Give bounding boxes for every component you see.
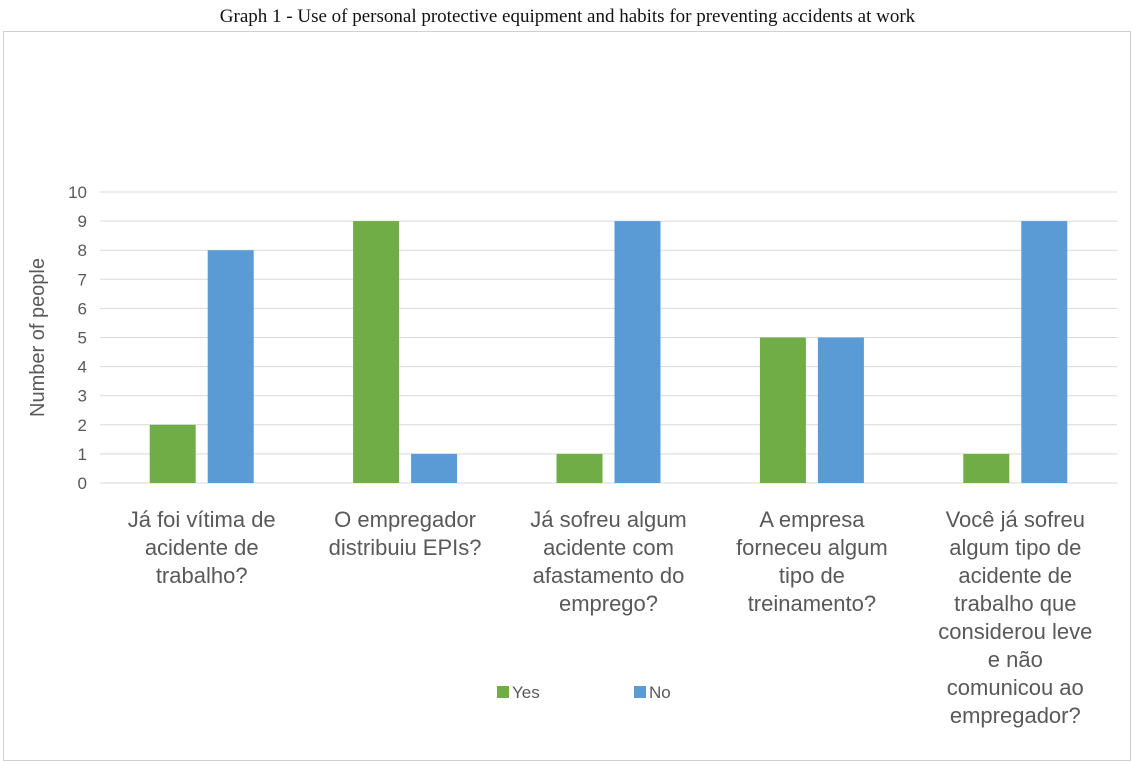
x-tick-label: A empresa forneceu algum tipo de treinament… (736, 507, 888, 616)
legend-swatch-yes (497, 686, 509, 698)
y-tick-label: 5 (78, 329, 87, 348)
bar-no-4 (1021, 221, 1068, 483)
legend-label-yes: Yes (512, 683, 540, 702)
bar-yes-1 (353, 221, 400, 483)
bar-yes-3 (759, 337, 806, 483)
y-tick-label: 6 (78, 299, 87, 318)
y-tick-label: 9 (78, 212, 87, 231)
x-tick-label: O empregador distribuiu EPIs? (329, 507, 482, 560)
bar-no-2 (614, 221, 661, 483)
x-tick-label: Já sofreu algum acidente com afastamento d… (530, 507, 687, 616)
y-tick-label: 2 (78, 416, 87, 435)
bar-no-0 (207, 250, 254, 483)
y-tick-label: 3 (78, 387, 87, 406)
y-tick-label: 1 (78, 445, 87, 464)
bar-yes-4 (963, 453, 1010, 483)
x-tick-label: Já foi vítima de acidente de trabalho? (128, 507, 276, 588)
bar-no-3 (817, 337, 864, 483)
bar-yes-0 (149, 424, 196, 483)
legend-swatch-no (634, 686, 646, 698)
y-tick-label: 0 (78, 474, 87, 493)
y-tick-label: 7 (78, 270, 87, 289)
y-tick-label: 10 (68, 183, 87, 202)
y-axis-label: Number of people (27, 258, 49, 417)
y-tick-label: 8 (78, 241, 87, 260)
bar-yes-2 (556, 453, 603, 483)
bar-no-1 (411, 453, 458, 483)
x-tick-label: Você já sofreu algum tipo de acidente de tr… (938, 507, 1092, 728)
legend-label-no: No (649, 683, 671, 702)
chart-title: Graph 1 - Use of personal protective equ… (219, 6, 916, 27)
y-tick-label: 4 (78, 358, 87, 377)
